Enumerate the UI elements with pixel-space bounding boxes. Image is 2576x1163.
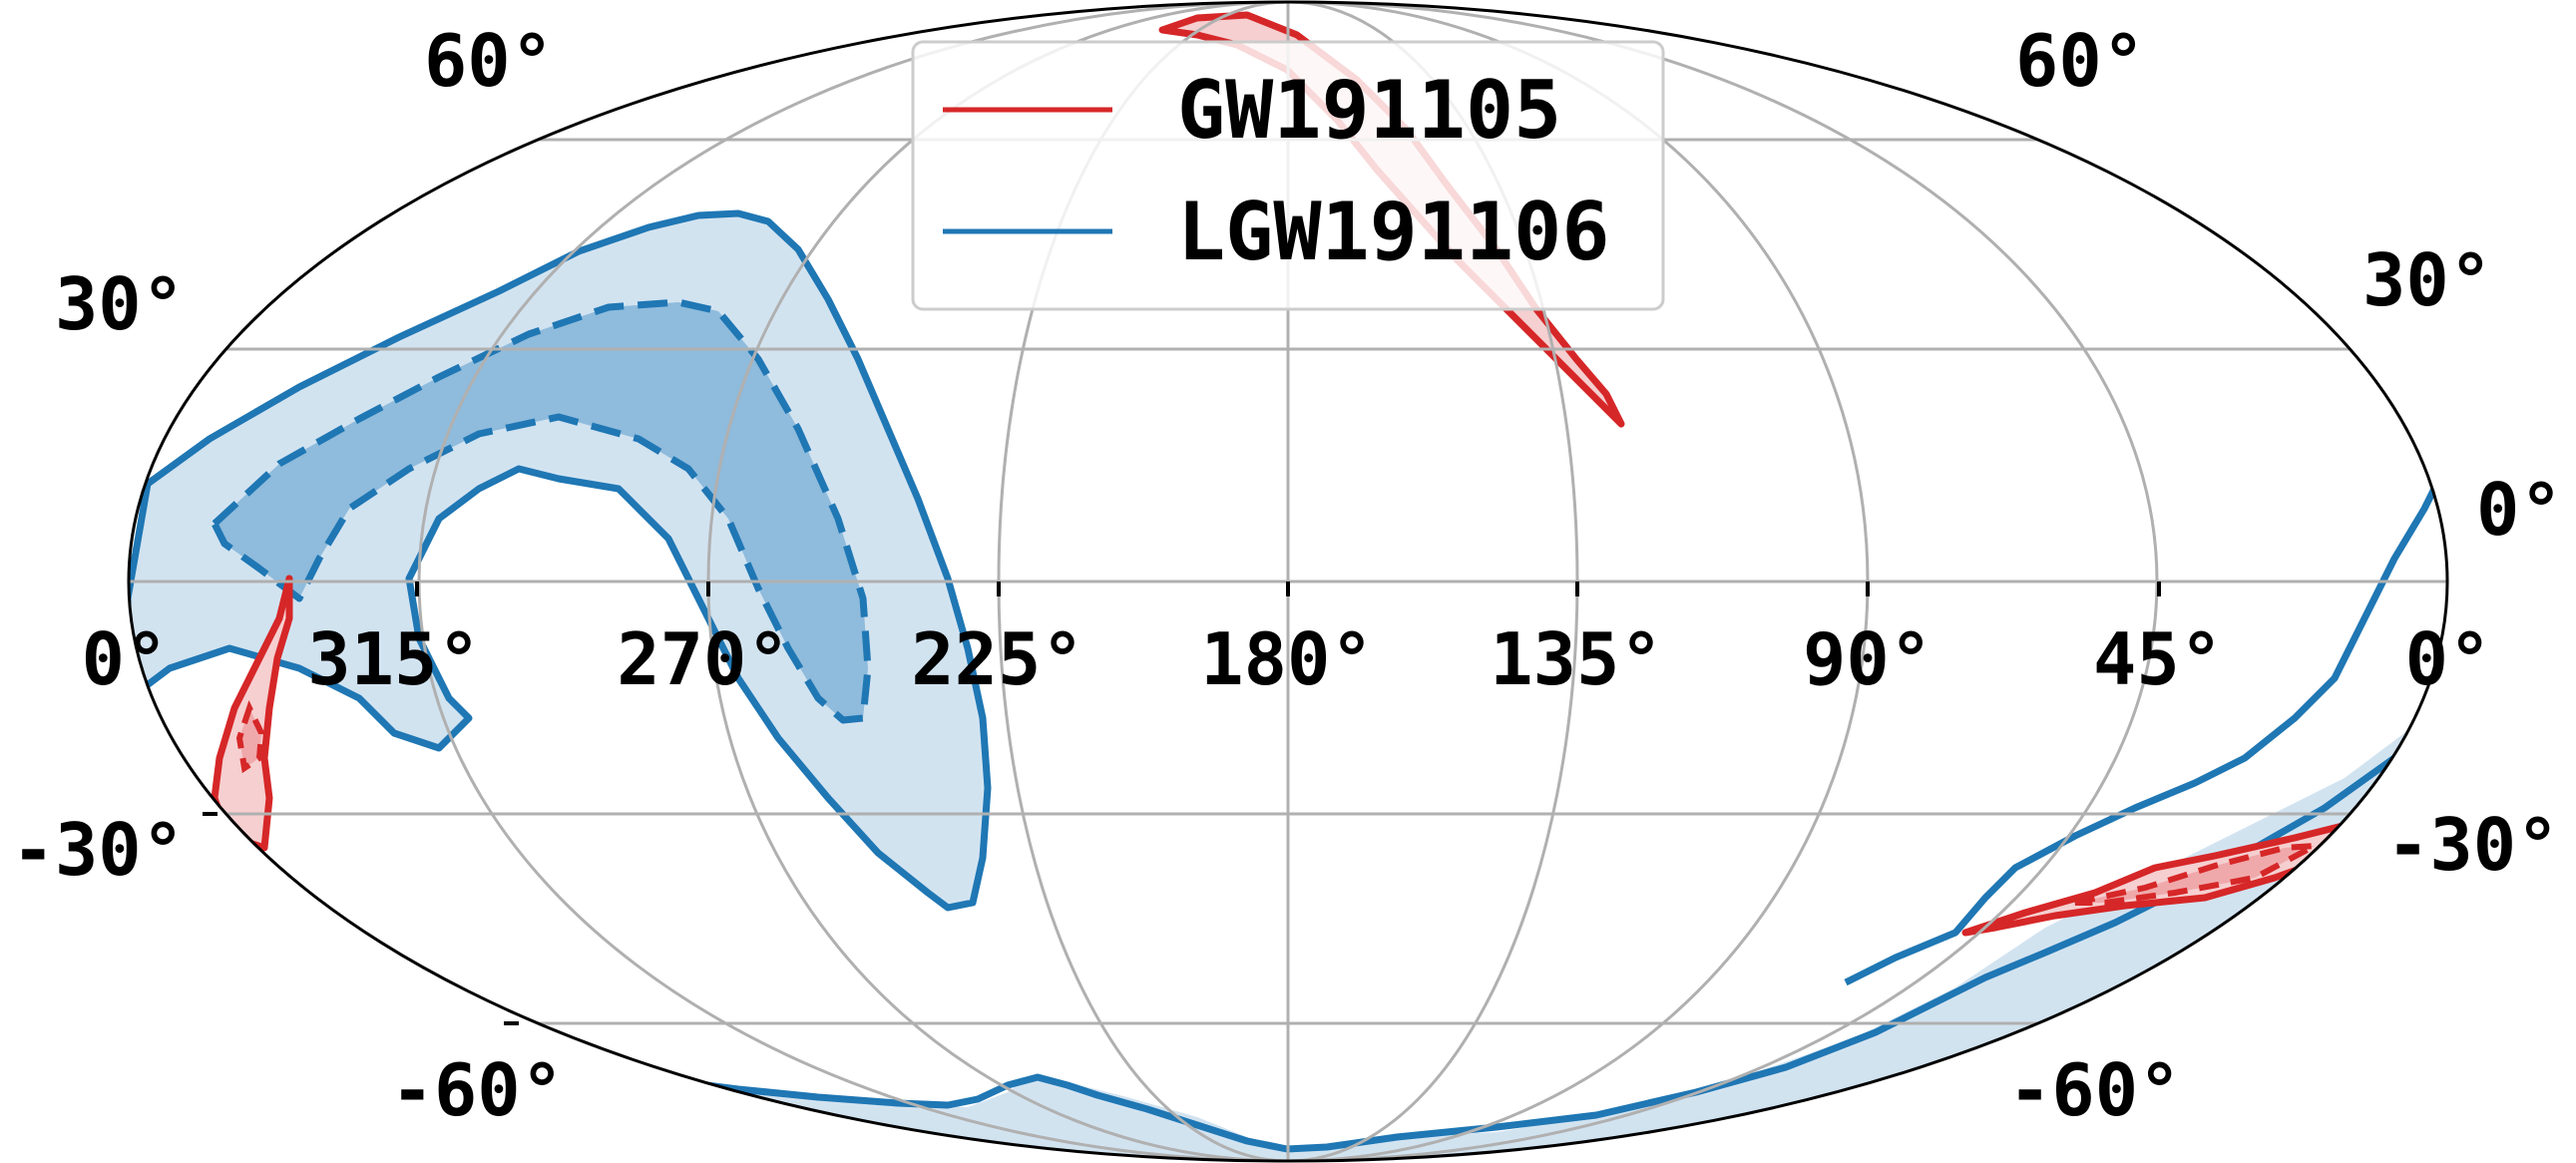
gw191105-50-region-southeast — [2074, 843, 2317, 906]
lon-tick-label: 225° — [911, 617, 1083, 701]
axis-tick-marks — [203, 582, 2161, 1025]
lgw191106-90-contour-south-upper — [1844, 487, 2438, 986]
lon-tick-label: 0° — [82, 617, 169, 701]
lon-tick-label: 270° — [617, 617, 789, 701]
lat-tick-label-left: 60° — [424, 19, 554, 103]
lat-tick-label-right: -30° — [2386, 803, 2559, 887]
legend-label-gw191105: GW191105 — [1177, 64, 1561, 157]
lat-tick-label-right: -60° — [2008, 1048, 2181, 1132]
lon-tick-label: 135° — [1490, 617, 1662, 701]
lat-tick-label-left: -30° — [12, 808, 185, 892]
latitude-tick-labels-right: 60° 30° 0° -30° -60° — [2008, 19, 2563, 1132]
sky-boundary — [127, 0, 2449, 1163]
lgw191106-90-region-south — [449, 489, 2447, 1161]
lon-tick-label: 45° — [2093, 617, 2223, 701]
lat-tick-label-left: -60° — [391, 1048, 564, 1132]
lat-tick-label-left: 30° — [55, 262, 185, 346]
legend: GW191105 LGW191106 — [911, 40, 1665, 311]
latitude-tick-labels-left: 60° 30° -30° -60° — [12, 19, 564, 1132]
lon-tick-label: 0° — [2405, 617, 2492, 701]
lat-tick-label-right: 0° — [2476, 468, 2563, 552]
lon-tick-label: 90° — [1803, 617, 1932, 701]
legend-label-lgw191106: LGW191106 — [1177, 186, 1609, 278]
lon-tick-label: 315° — [307, 617, 480, 701]
lat-tick-label-right: 60° — [2015, 19, 2145, 103]
lon-tick-label: 180° — [1200, 617, 1373, 701]
longitude-tick-labels: 0° 315° 270° 225° 180° 135° 90° 45° 0° — [82, 617, 2492, 701]
lgw191106-50-region — [211, 298, 872, 724]
lat-tick-label-right: 30° — [2362, 238, 2492, 322]
gw191105-50-region-west — [235, 700, 265, 774]
